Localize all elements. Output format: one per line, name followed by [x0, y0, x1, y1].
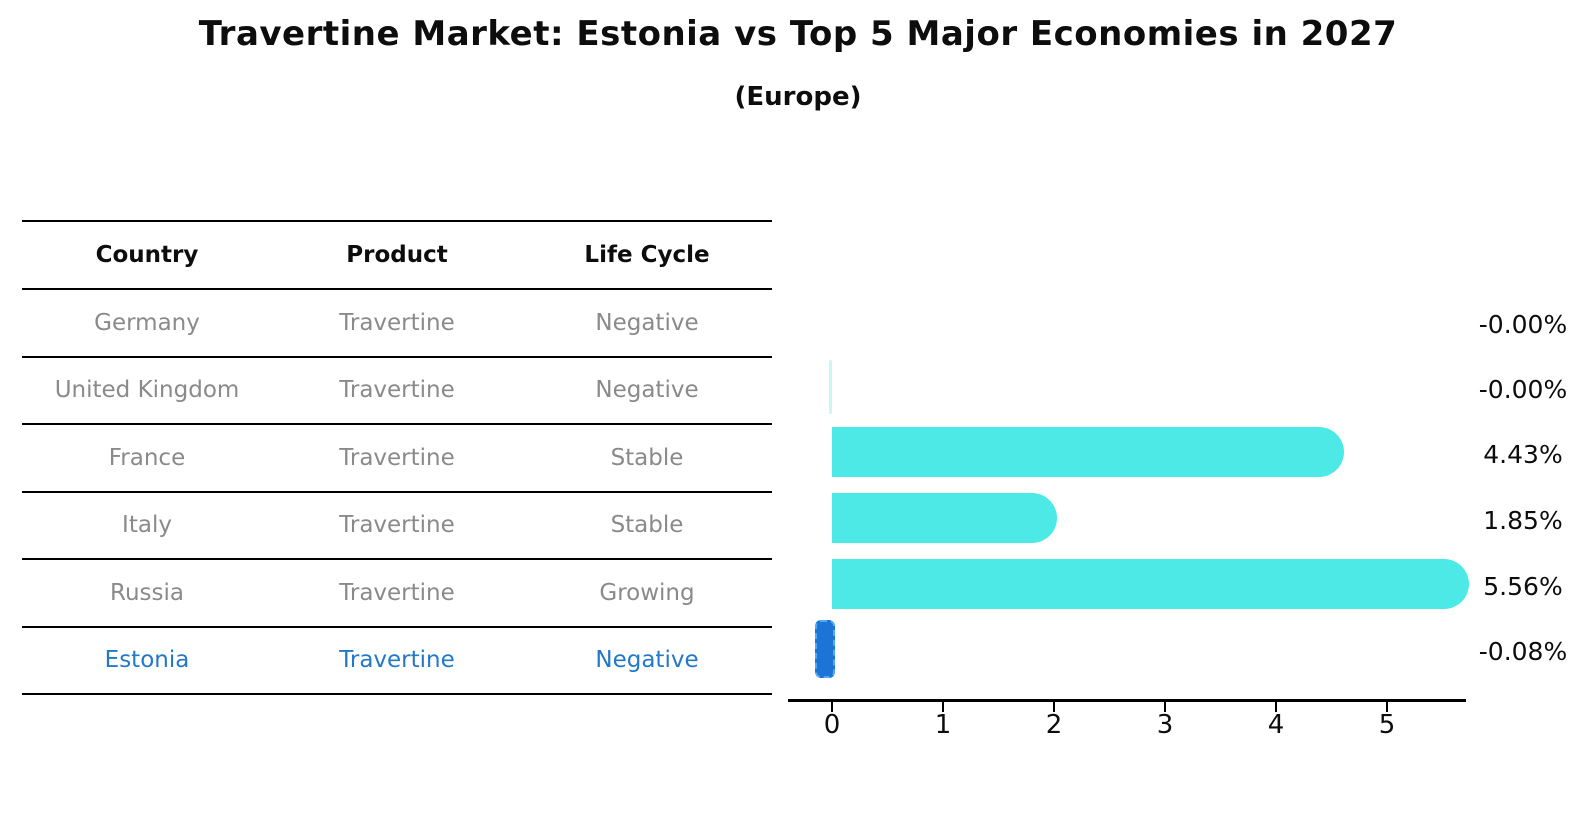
- value-label: 4.43%: [1483, 440, 1563, 469]
- table-row: Germany Travertine Negative: [22, 290, 772, 358]
- cell-product: Travertine: [339, 579, 455, 606]
- table-row-estonia: Estonia Travertine Negative: [22, 628, 772, 695]
- value-label: -0.08%: [1478, 637, 1568, 666]
- cell-life-cycle: Growing: [599, 579, 695, 606]
- x-axis-tick-label: 0: [823, 710, 841, 740]
- cell-life-cycle: Stable: [610, 512, 684, 539]
- table-header-row: Country Product Life Cycle: [22, 220, 772, 290]
- table-row: Italy Travertine Stable: [22, 493, 772, 560]
- x-axis-tick: [1275, 702, 1277, 712]
- country-table: Country Product Life Cycle Germany Trave…: [22, 220, 772, 695]
- table-row: United Kingdom Travertine Negative: [22, 358, 772, 425]
- x-axis-tick: [1053, 702, 1055, 712]
- x-axis-tick-label: 4: [1267, 710, 1285, 740]
- cell-product: Travertine: [339, 444, 455, 471]
- cell-country: Russia: [110, 579, 184, 606]
- value-label: -0.00%: [1478, 310, 1568, 339]
- cell-country: Germany: [94, 309, 200, 336]
- cell-country: France: [108, 444, 186, 471]
- cell-life-cycle: Negative: [595, 309, 699, 336]
- chart-bar-united-kingdom: [829, 360, 832, 414]
- x-axis-tick: [1164, 702, 1166, 712]
- chart-subtitle: (Europe): [734, 82, 862, 112]
- cell-country: Estonia: [104, 647, 190, 674]
- header-country: Country: [95, 242, 199, 268]
- cell-life-cycle: Negative: [595, 647, 699, 674]
- cell-life-cycle: Negative: [595, 377, 699, 404]
- cell-country: United Kingdom: [54, 377, 240, 404]
- cell-life-cycle: Stable: [610, 444, 684, 471]
- header-life-cycle: Life Cycle: [584, 242, 710, 268]
- value-label: 5.56%: [1483, 572, 1563, 601]
- cell-product: Travertine: [339, 377, 455, 404]
- x-axis-tick: [1386, 702, 1388, 712]
- x-axis-line: [788, 699, 1466, 702]
- chart-bar-estonia: [815, 620, 835, 678]
- value-label: -0.00%: [1478, 375, 1568, 404]
- chart-bar-france: [832, 427, 1344, 477]
- chart-title: Travertine Market: Estonia vs Top 5 Majo…: [198, 14, 1398, 54]
- cell-product: Travertine: [339, 512, 455, 539]
- header-product: Product: [346, 242, 448, 268]
- cell-product: Travertine: [339, 647, 455, 674]
- x-axis-tick: [942, 702, 944, 712]
- table-row: France Travertine Stable: [22, 425, 772, 493]
- x-axis-tick-label: 3: [1156, 710, 1174, 740]
- chart-bar-italy: [832, 493, 1058, 543]
- x-axis-tick-label: 1: [934, 710, 952, 740]
- table-row: Russia Travertine Growing: [22, 560, 772, 628]
- x-axis-tick-label: 5: [1378, 710, 1396, 740]
- cell-product: Travertine: [339, 309, 455, 336]
- x-axis-tick-label: 2: [1045, 710, 1063, 740]
- x-axis-tick: [831, 702, 833, 712]
- chart-bar-russia: [832, 559, 1470, 609]
- value-label: 1.85%: [1483, 506, 1563, 535]
- cell-country: Italy: [122, 512, 172, 539]
